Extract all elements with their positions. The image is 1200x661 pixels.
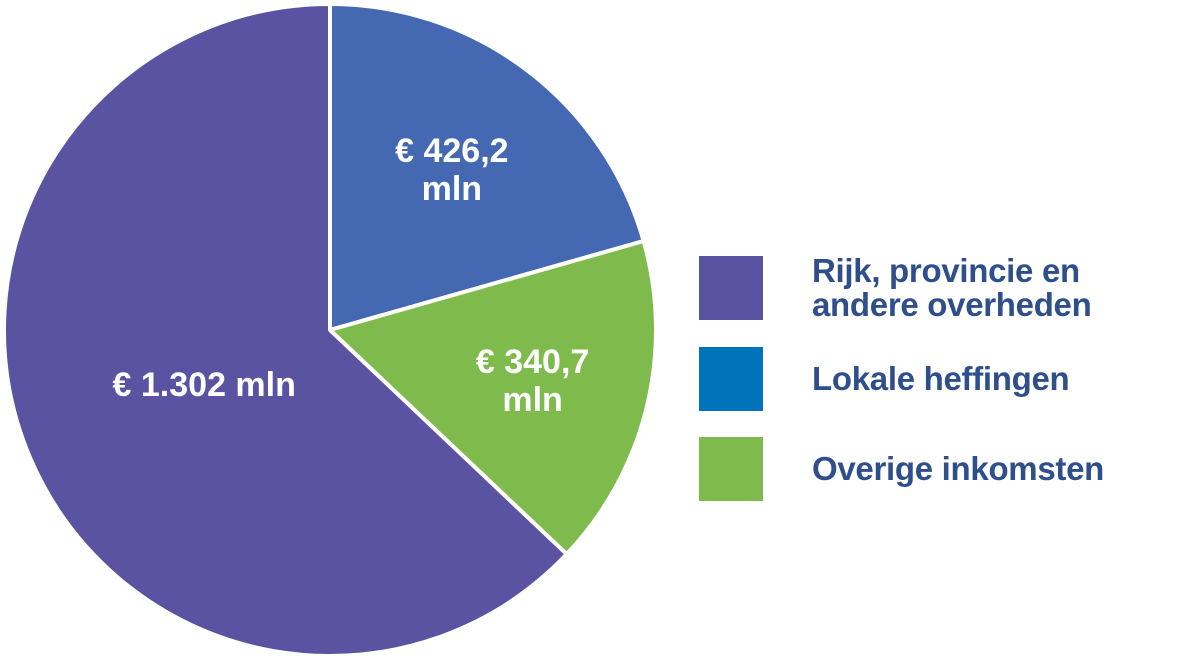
pie-label-overige-inkomsten-line-1: € 340,7 bbox=[476, 343, 589, 381]
pie-label-rijk-line-1: € 1.302 mln bbox=[113, 366, 296, 404]
legend-item-lokale-heffingen: Lokale heffingen bbox=[699, 347, 1179, 411]
legend-label-overige-inkomsten: Overige inkomsten bbox=[812, 452, 1182, 486]
pie-label-overige-inkomsten-line-2: mln bbox=[502, 381, 562, 419]
legend-label-lokale-heffingen-line-1: Lokale heffingen bbox=[812, 360, 1070, 397]
pie-label-rijk: € 1.302 mln bbox=[113, 366, 296, 404]
pie-label-overige-inkomsten: € 340,7 mln bbox=[476, 343, 589, 419]
legend-label-rijk-line-2: andere overheden bbox=[812, 286, 1092, 323]
legend-label-rijk: Rijk, provincie en andere overheden bbox=[812, 254, 1182, 322]
legend-label-lokale-heffingen: Lokale heffingen bbox=[812, 362, 1182, 396]
pie-slice-overige-inkomsten bbox=[328, 239, 658, 557]
pie-slice-rijk bbox=[2, 2, 569, 658]
legend-label-rijk-line-1: Rijk, provincie en bbox=[812, 252, 1080, 289]
pie-slices bbox=[2, 2, 658, 658]
legend-swatch-rijk bbox=[699, 256, 763, 320]
legend-item-overige-inkomsten: Overige inkomsten bbox=[699, 437, 1179, 501]
pie-label-lokale-heffingen-line-2: mln bbox=[422, 170, 482, 208]
legend-swatch-lokale-heffingen bbox=[699, 347, 763, 411]
pie-labels: € 426,2 mln€ 340,7 mln€ 1.302 mln bbox=[113, 132, 590, 419]
pie-label-lokale-heffingen: € 426,2 mln bbox=[395, 132, 508, 208]
pie-slice-lokale-heffingen bbox=[328, 2, 646, 332]
pie-label-lokale-heffingen-line-1: € 426,2 bbox=[395, 132, 508, 170]
legend-label-overige-inkomsten-line-1: Overige inkomsten bbox=[812, 450, 1104, 487]
legend-item-rijk: Rijk, provincie en andere overheden bbox=[699, 254, 1182, 322]
legend-swatch-overige-inkomsten bbox=[699, 437, 763, 501]
